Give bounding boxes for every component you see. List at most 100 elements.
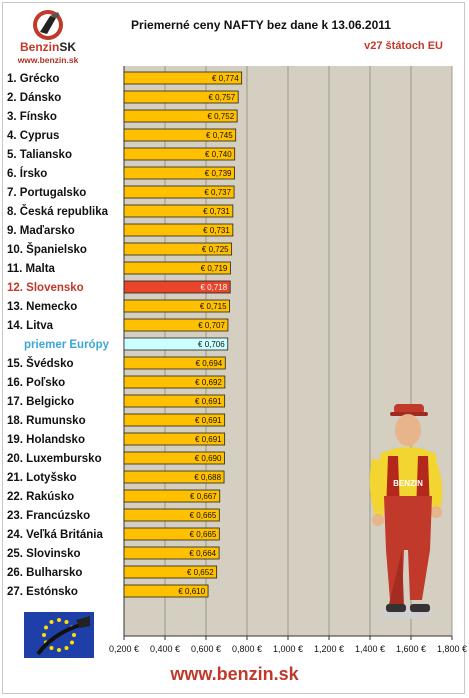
bar: [123, 508, 220, 522]
bar-value-label: € 0,752: [207, 112, 234, 121]
fuel-attendant-mascot-icon: BENZIN: [369, 404, 443, 619]
x-tick-label: 0,400 €: [150, 644, 180, 654]
category-label: 3. Fínsko: [7, 111, 57, 123]
chart-frame: [2, 2, 465, 694]
bar: [123, 432, 226, 446]
bar: [123, 166, 235, 180]
bar-value-label: € 0,719: [201, 264, 228, 273]
bar: [123, 90, 239, 104]
bar: [123, 451, 225, 465]
bar: [123, 394, 226, 408]
bar-value-label: € 0,691: [195, 397, 222, 406]
category-label: 19. Holandsko: [7, 434, 85, 446]
bar: [123, 71, 243, 85]
bar: [123, 204, 234, 218]
category-label: 17. Belgicko: [7, 396, 74, 408]
bar-value-label: € 0,745: [206, 131, 233, 140]
category-label: 22. Rakúsko: [7, 491, 74, 503]
bar-value-label: € 0,757: [208, 93, 235, 102]
bar: [123, 375, 226, 389]
category-label: 11. Malta: [7, 263, 56, 275]
bar-value-label: € 0,690: [195, 454, 222, 463]
category-label: 2. Dánsko: [7, 92, 61, 104]
bar-value-label: € 0,737: [204, 188, 231, 197]
category-label: 18. Rumunsko: [7, 415, 86, 427]
bar-value-label: € 0,688: [194, 473, 221, 482]
bar-value-label: € 0,718: [200, 283, 227, 292]
category-label: 5. Taliansko: [7, 149, 72, 161]
x-tick-label: 0,800 €: [232, 644, 262, 654]
bar: [123, 413, 226, 427]
benzin-logo: BenzinSK www.benzin.sk: [8, 6, 88, 68]
bar: [123, 565, 218, 579]
bar: [123, 470, 225, 484]
chart-subtitle: v27 štátoch EU: [364, 40, 443, 52]
bar-value-label: € 0,692: [195, 378, 222, 387]
bar-value-label: € 0,725: [202, 245, 229, 254]
bar-value-label: € 0,707: [198, 321, 225, 330]
category-label: 9. Maďarsko: [7, 225, 75, 237]
category-label: 26. Bulharsko: [7, 567, 82, 579]
bar: [123, 261, 231, 275]
bar-value-label: € 0,691: [195, 416, 222, 425]
category-label: 8. Česká republika: [7, 205, 109, 218]
bar-value-label: € 0,715: [200, 302, 227, 311]
bar-value-label: € 0,610: [178, 587, 205, 596]
bar-value-label: € 0,694: [196, 359, 223, 368]
category-label: 15. Švédsko: [7, 357, 73, 370]
category-label: 6. Írsko: [7, 167, 47, 180]
bar: [123, 280, 231, 294]
x-tick-label: 1,400 €: [355, 644, 385, 654]
category-label: 16. Poľsko: [7, 377, 65, 389]
category-label: 4. Cyprus: [7, 130, 59, 142]
category-label: priemer Európy: [24, 339, 110, 351]
category-label: 10. Španielsko: [7, 243, 87, 256]
category-label: 24. Veľká Británia: [7, 529, 103, 541]
bar-value-label: € 0,774: [212, 74, 239, 83]
category-label: 13. Nemecko: [7, 301, 77, 313]
fuel-nozzle-icon: [33, 10, 63, 40]
bar: [123, 546, 220, 560]
bar: [123, 185, 235, 199]
bar-value-label: € 0,691: [195, 435, 222, 444]
bar-value-label: € 0,665: [190, 530, 217, 539]
bar: [123, 356, 226, 370]
logo-url: www.benzin.sk: [17, 55, 79, 65]
bar-value-label: € 0,706: [198, 340, 225, 349]
bar-value-label: € 0,731: [203, 226, 230, 235]
x-tick-label: 1,800 €: [437, 644, 467, 654]
footer-url: www.benzin.sk: [170, 664, 299, 684]
bar-value-label: € 0,740: [205, 150, 232, 159]
bar-value-label: € 0,652: [187, 568, 214, 577]
x-tick-label: 0,200 €: [109, 644, 139, 654]
category-label: 1. Grécko: [7, 73, 59, 85]
bar-value-label: € 0,731: [203, 207, 230, 216]
category-label: 23. Francúzsko: [7, 510, 90, 522]
bar-value-label: € 0,667: [190, 492, 217, 501]
bar: [123, 109, 238, 123]
category-label: 20. Luxembursko: [7, 453, 102, 465]
eu-fuel-flag-icon: [24, 612, 94, 658]
bar: [123, 584, 209, 598]
x-tick-label: 1,000 €: [273, 644, 303, 654]
category-label: 21. Lotyšsko: [7, 472, 77, 484]
category-label: 25. Slovinsko: [7, 548, 81, 560]
bar-value-label: € 0,664: [189, 549, 216, 558]
bar: [123, 223, 234, 237]
logo-wordmark: BenzinSK: [19, 40, 76, 54]
bar: [123, 489, 221, 503]
bar: [123, 242, 233, 256]
category-label: 7. Portugalsko: [7, 187, 86, 199]
category-label: 27. Estónsko: [7, 586, 78, 598]
bar: [123, 337, 229, 351]
bar-value-label: € 0,739: [205, 169, 232, 178]
svg-text:BENZIN: BENZIN: [393, 479, 423, 488]
bar: [123, 527, 220, 541]
x-tick-label: 1,600 €: [396, 644, 426, 654]
x-tick-label: 1,200 €: [314, 644, 344, 654]
bar: [123, 299, 230, 313]
category-label: 12. Slovensko: [7, 282, 84, 294]
x-tick-label: 0,600 €: [191, 644, 221, 654]
category-label: 14. Litva: [7, 320, 54, 332]
